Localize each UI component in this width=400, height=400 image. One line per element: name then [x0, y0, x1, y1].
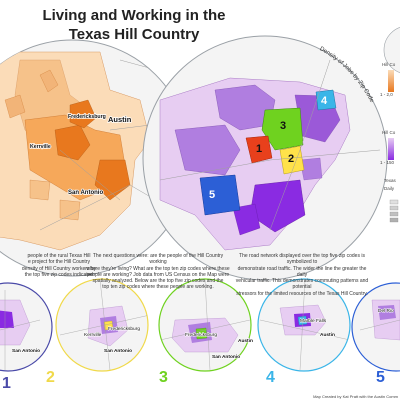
text-line: demonstrate road traffic. The wider the …: [237, 265, 367, 278]
zone-3-shape: [261, 107, 304, 151]
zone-number-5: 5: [209, 189, 215, 201]
zone-4-shape: [315, 89, 337, 111]
legend-jobs-ramp: [388, 138, 394, 160]
small-map-number: 2: [46, 369, 55, 386]
roads-text: The road network displayed over the top …: [232, 253, 372, 297]
zone-number-1: 1: [256, 143, 262, 155]
zone-1-shape: [245, 135, 273, 164]
legend: [383, 27, 400, 223]
population-region-fredericksburg: [69, 99, 97, 129]
small-map-label: San Antonio: [212, 354, 240, 360]
legend-group2-range: 1 - 150: [380, 160, 395, 165]
small-map-label: Austin: [238, 338, 253, 344]
map-credit: Map Created by Kat Pratt with the Austin…: [313, 394, 398, 399]
text-line: top ten zip codes where these people are…: [102, 284, 214, 291]
small-map-number: 5: [376, 369, 385, 386]
small-map-number: 3: [159, 369, 168, 386]
legend-population-ramp: [388, 70, 394, 92]
text-line: people of the rural Texas Hill: [27, 253, 91, 259]
legend-group3-title: Texas: [384, 178, 396, 183]
zone-number-4: 4: [321, 95, 328, 107]
title-line-1: Living and Working in the: [42, 7, 226, 24]
small-map-label: Marble Falls: [300, 318, 327, 324]
intro-text: people of the rural Texas Hill e project …: [0, 253, 118, 278]
city-label: San Antonio: [68, 190, 103, 196]
poster-title: Living and Working in the Texas Hill Cou…: [0, 6, 268, 44]
small-map-label: Fredericksburg: [185, 332, 217, 338]
small-maps: [0, 278, 400, 372]
text-line: the top five zip codes indicated: [24, 271, 94, 278]
city-label: Fredericksburg: [68, 114, 106, 120]
zone-number-2: 2: [288, 153, 294, 165]
right-roads: [159, 59, 381, 231]
text-line: The next questions were: are the people …: [92, 253, 224, 266]
zone-number-3: 3: [280, 120, 286, 132]
city-label: Austin: [108, 115, 132, 124]
legend-group1-range: 1 - 2,0: [380, 92, 393, 97]
legend-group2-title: Hill Co: [382, 130, 396, 135]
text-line: people are working? Job data from US Cen…: [86, 271, 230, 278]
job-density-map: Density of Jobs by Zip Code: [142, 35, 388, 281]
text-line: where they're living? What are the top t…: [86, 265, 230, 272]
jobs-region-west: [174, 124, 241, 176]
legend-group3-subtitle: Daily: [384, 186, 395, 191]
city-label: Kerrville: [30, 144, 51, 150]
text-line: vehicular traffic. This demonstrates com…: [235, 278, 369, 291]
small-map-label: Fredericksburg: [108, 326, 140, 332]
zone-2-shape: [279, 145, 305, 175]
population-region-boerne: [94, 159, 131, 201]
text-line: density of Hill Country workers by: [21, 265, 97, 272]
legend-group1-title: Hill Co: [382, 62, 396, 67]
small-map-label: San Antonio: [104, 348, 132, 354]
small-map-label: Del Rio: [378, 308, 394, 314]
method-text: The next questions were: are the people …: [84, 253, 232, 291]
small-map-label: Kerrville: [84, 332, 102, 338]
text-line: stressors for the limited resources of t…: [236, 290, 368, 297]
text-line: e project for the Hill Country: [28, 259, 90, 266]
small-map-number: 4: [266, 369, 275, 386]
small-map-number: 1: [2, 375, 11, 392]
zone-5-shape: [199, 174, 241, 216]
title-line-2: Texas Hill Country: [68, 26, 200, 43]
small-map-label: San Antonio: [12, 348, 40, 354]
small-map-label: Austin: [320, 332, 335, 338]
text-line: spatially analyzed. Below are the top fi…: [92, 278, 224, 285]
population-region-kerrville: [54, 124, 91, 161]
text-line: The road network displayed over the top …: [239, 253, 365, 266]
